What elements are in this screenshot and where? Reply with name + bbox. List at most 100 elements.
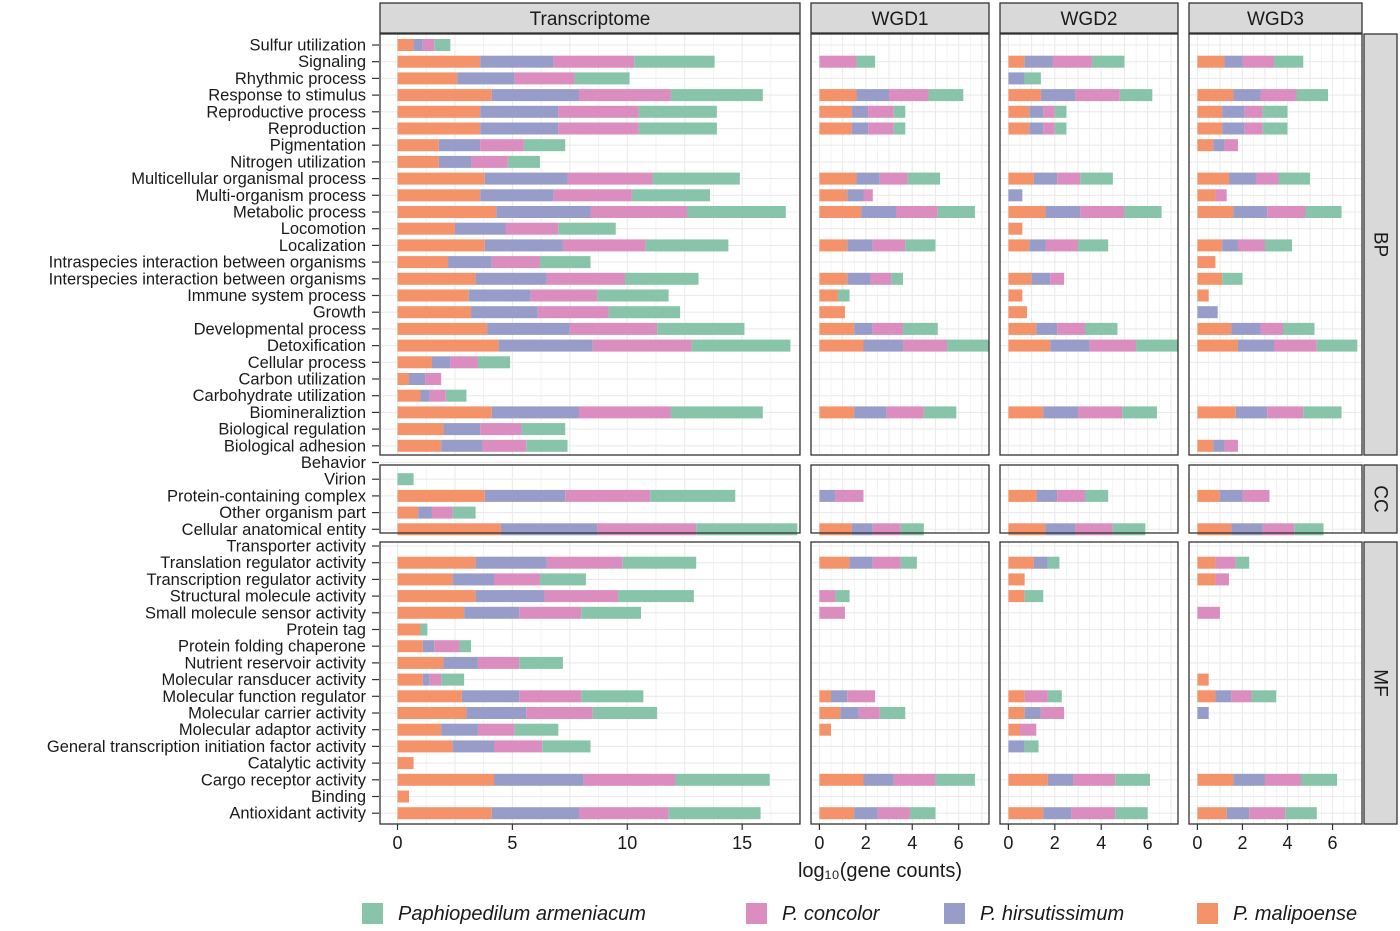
bar-segment bbox=[1112, 523, 1146, 536]
bar-segment bbox=[1052, 55, 1092, 68]
bar-segment bbox=[397, 656, 444, 669]
bar-segment bbox=[397, 640, 423, 653]
bar-segment bbox=[441, 439, 483, 452]
bar-segment bbox=[819, 807, 855, 820]
bar-segment bbox=[1115, 807, 1148, 820]
x-tick-label: 6 bbox=[1328, 833, 1338, 853]
panel-border bbox=[999, 464, 1179, 534]
bar-segment bbox=[1091, 55, 1125, 68]
bar-segment bbox=[1054, 105, 1067, 118]
category-label: Pigmentation bbox=[270, 137, 366, 155]
bar-segment bbox=[1008, 807, 1044, 820]
bar-segment bbox=[1047, 556, 1060, 569]
category-label: Other organism part bbox=[219, 504, 366, 522]
bar-segment bbox=[1197, 807, 1227, 820]
category-label: Locomotion bbox=[281, 220, 366, 238]
x-tick-label: 2 bbox=[1237, 833, 1247, 853]
legend-label: P. malipoense bbox=[1233, 903, 1357, 925]
bar-segment bbox=[1197, 172, 1229, 185]
bar-segment bbox=[1073, 773, 1116, 786]
category-label: Structural molecule activity bbox=[170, 588, 367, 606]
bar-segment bbox=[851, 122, 869, 135]
bar-segment bbox=[592, 707, 658, 719]
bar-segment bbox=[861, 206, 896, 218]
bar-segment bbox=[1215, 573, 1229, 586]
bar-segment bbox=[1282, 322, 1315, 335]
bar-segment bbox=[1197, 489, 1220, 502]
bar-segment bbox=[886, 406, 924, 419]
category-label: Localization bbox=[279, 237, 366, 255]
bar-segment bbox=[507, 155, 540, 168]
bar-segment bbox=[546, 272, 625, 285]
bar-segment bbox=[819, 272, 848, 285]
bar-segment bbox=[879, 707, 906, 719]
bar-segment bbox=[1237, 239, 1265, 252]
bar-segment bbox=[863, 189, 873, 202]
bar-segment bbox=[592, 339, 692, 352]
bar-segment bbox=[397, 139, 439, 152]
bar-segment bbox=[1136, 339, 1178, 352]
bar-segment bbox=[819, 322, 855, 335]
bar-segment bbox=[872, 239, 906, 252]
bar-segment bbox=[1244, 105, 1263, 118]
bar-segment bbox=[1197, 239, 1223, 252]
bar-segment bbox=[1231, 523, 1263, 536]
bar-segment bbox=[562, 239, 646, 252]
bar-segment bbox=[438, 139, 481, 152]
bar-segment bbox=[397, 406, 492, 419]
x-tick-label: 0 bbox=[392, 833, 402, 853]
bar-segment bbox=[397, 807, 492, 820]
bar-segment bbox=[1233, 773, 1265, 786]
bar-segment bbox=[893, 105, 906, 118]
bar-segment bbox=[397, 322, 488, 335]
bar-segment bbox=[858, 707, 880, 719]
category-label: Molecular function regulator bbox=[162, 688, 366, 706]
bar-segment bbox=[1228, 172, 1256, 185]
bar-segment bbox=[397, 690, 462, 703]
bar-segment bbox=[397, 206, 497, 218]
bar-segment bbox=[618, 590, 694, 603]
bar-segment bbox=[498, 339, 593, 352]
bar-segment bbox=[923, 406, 957, 419]
bar-segment bbox=[1029, 105, 1044, 118]
bar-segment bbox=[872, 523, 901, 536]
category-label: Metabolic process bbox=[233, 204, 366, 222]
bar-segment bbox=[1197, 256, 1216, 269]
facet-strip bbox=[999, 2, 1179, 34]
bar-segment bbox=[530, 289, 598, 302]
category-label: Cellular anatomical entity bbox=[182, 521, 367, 539]
category-label: Signaling bbox=[298, 53, 366, 71]
bar-segment bbox=[819, 489, 836, 502]
category-label: Carbohydrate utilization bbox=[193, 387, 366, 405]
bar-segment bbox=[539, 256, 591, 269]
bar-segment bbox=[819, 773, 864, 786]
bar-segment bbox=[1197, 406, 1236, 419]
bar-segment bbox=[544, 590, 619, 603]
bar-segment bbox=[819, 206, 862, 218]
bar-segment bbox=[397, 523, 501, 536]
bar-segment bbox=[638, 122, 717, 135]
bar-segment bbox=[1008, 105, 1030, 118]
group-strip-label: MF bbox=[1370, 669, 1391, 696]
bar-segment bbox=[420, 623, 428, 636]
bar-segment bbox=[1197, 339, 1238, 352]
category-label: Protein-containing complex bbox=[167, 487, 367, 505]
bar-segment bbox=[877, 807, 910, 820]
bar-segment bbox=[459, 640, 472, 653]
bar-segment bbox=[1075, 89, 1120, 102]
bar-segment bbox=[1029, 239, 1046, 252]
bar-segment bbox=[397, 55, 481, 68]
bar-segment bbox=[397, 790, 409, 803]
bar-segment bbox=[597, 523, 697, 536]
legend-label: P. hirsutissimum bbox=[980, 903, 1124, 925]
bar-segment bbox=[1285, 807, 1317, 820]
bar-segment bbox=[902, 322, 938, 335]
bar-segment bbox=[422, 39, 435, 51]
bar-segment bbox=[902, 339, 948, 352]
bar-segment bbox=[494, 740, 543, 753]
bar-segment bbox=[819, 289, 838, 302]
bar-segment bbox=[847, 189, 864, 202]
bar-segment bbox=[856, 55, 876, 68]
x-tick-label: 4 bbox=[907, 833, 917, 853]
bar-segment bbox=[480, 122, 559, 135]
